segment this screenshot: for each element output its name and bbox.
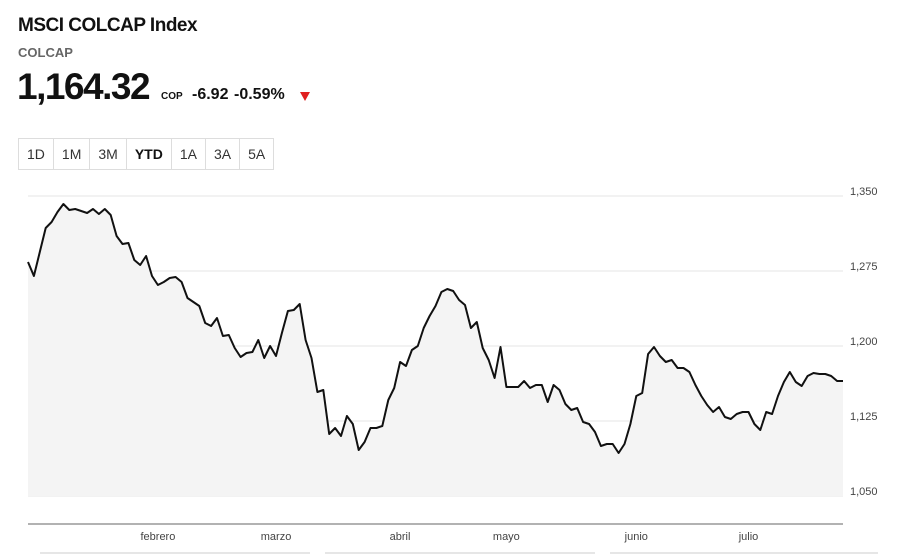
y-tick-label: 1,275	[850, 261, 878, 273]
range-button[interactable]: 1M	[54, 139, 91, 169]
down-arrow	[300, 92, 310, 101]
range-button[interactable]: 5A	[248, 146, 266, 162]
x-tick-label: julio	[738, 531, 759, 543]
y-tick-label: 1,050	[850, 486, 878, 498]
y-tick-label: 1,125	[850, 411, 878, 423]
title: MSCI COLCAP Index	[18, 15, 198, 36]
range-button[interactable]: 3M	[90, 139, 127, 169]
change: -6.92	[192, 86, 229, 103]
x-tick-label: junio	[624, 531, 648, 543]
range-button[interactable]: 1D	[19, 139, 54, 169]
area	[28, 204, 843, 496]
line	[27, 203, 843, 454]
range-button[interactable]: 1A	[172, 139, 206, 169]
range-button[interactable]: YTD	[127, 139, 172, 169]
x-tick-label: mayo	[493, 531, 520, 543]
x-tick-label: febrero	[140, 531, 175, 543]
symbol: COLCAP	[18, 45, 73, 60]
y-tick-label: 1,200	[850, 336, 878, 348]
y-tick-label: 1,350	[850, 186, 878, 198]
x-tick-label: abril	[390, 531, 411, 543]
currency: COP	[161, 91, 183, 102]
range-selector: 1D 1M 3M YTD 1A 3A 5A	[18, 138, 275, 170]
change-percent: -0.59%	[234, 86, 285, 103]
range-button[interactable]: 3A	[206, 139, 241, 169]
price: 1,164.32	[17, 66, 151, 107]
x-tick-label: marzo	[261, 531, 292, 543]
